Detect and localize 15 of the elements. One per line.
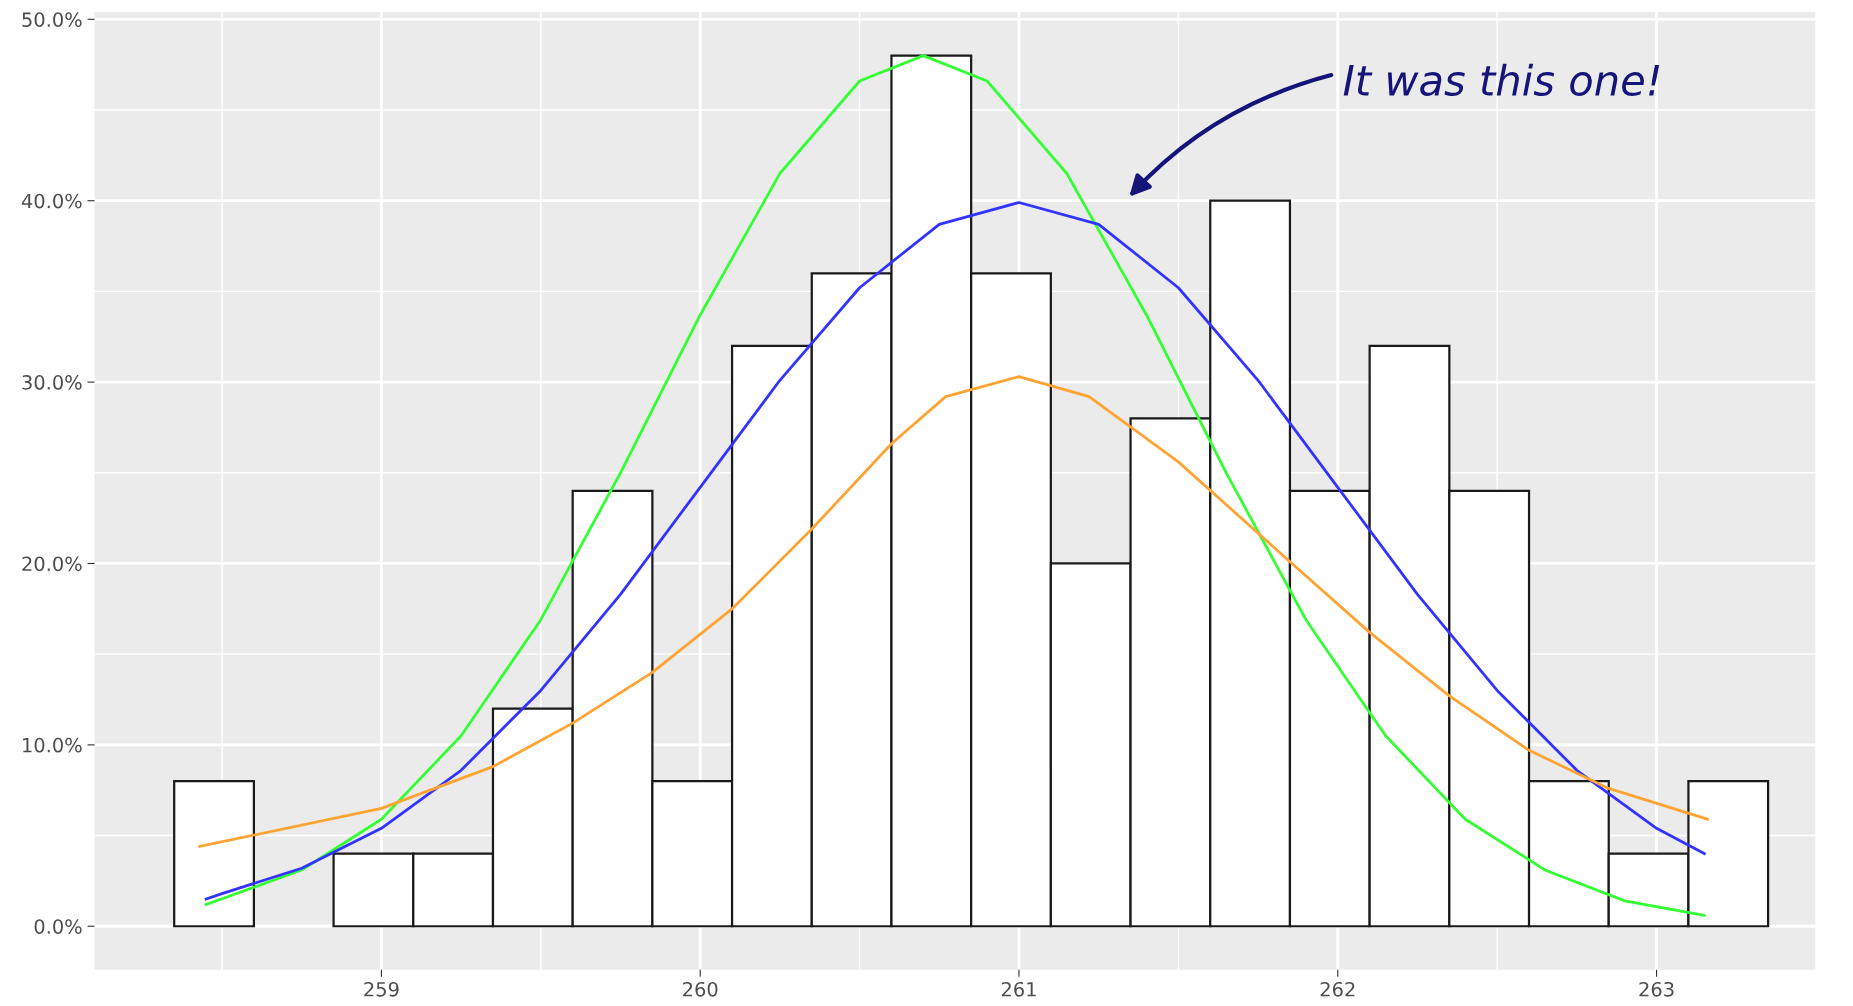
line-series [198,375,1709,848]
line-series [204,201,1706,901]
y-tick-label: 0.0% [34,919,82,934]
y-tick-label: 40.0% [21,193,82,209]
x-tick-label: 261 [1001,981,1036,997]
annotation: It was this one! [1343,63,1660,96]
y-tick-label: 10.0% [23,737,82,753]
x-tick-label: 262 [1320,981,1355,997]
y-tick-label: 50.0% [22,12,82,27]
y-tick-label: 20.0% [22,556,82,572]
x-tick-label: 259 [364,981,399,997]
y-tick-label: 30.0% [22,375,82,390]
line-series [204,54,1706,917]
x-tick-label: 260 [683,981,718,997]
x-tick-label: 263 [1639,981,1674,997]
